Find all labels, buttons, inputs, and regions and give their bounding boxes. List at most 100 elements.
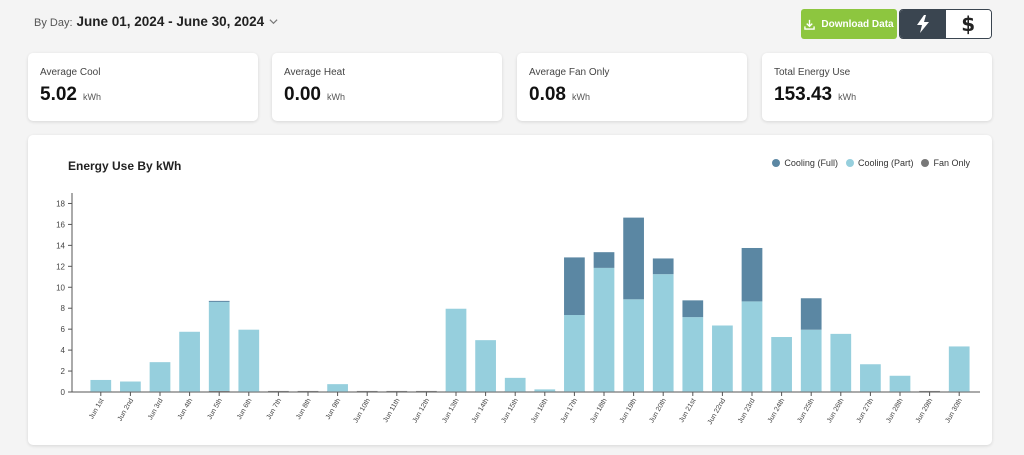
bar-segment — [327, 384, 348, 392]
card-value: 0.08 — [529, 84, 566, 105]
card-title: Average Fan Only — [529, 67, 610, 78]
card-title: Average Cool — [40, 67, 101, 78]
legend-item-cooling-part[interactable]: Cooling (Part) — [845, 158, 914, 168]
card-unit: kWh — [571, 92, 590, 102]
card-unit: kWh — [838, 92, 857, 102]
card-unit: kWh — [82, 92, 101, 102]
x-tick-label: Jun 3rd — [147, 397, 165, 421]
x-tick-label: Jun 2nd — [117, 397, 136, 422]
x-tick-label: Jun 17th — [560, 397, 580, 424]
date-range-label: By Day: — [34, 17, 73, 29]
y-tick-label: 16 — [56, 220, 65, 229]
x-tick-label: Jun 8th — [295, 397, 313, 420]
x-tick-label: Jun 16th — [530, 397, 550, 424]
x-tick-label: Jun 4th — [177, 397, 195, 420]
bar-segment — [504, 377, 526, 392]
x-tick-label: Jun 13th — [441, 397, 461, 424]
bar-segment — [800, 329, 822, 392]
bar-segment — [948, 391, 970, 392]
x-tick-label: Jun 5th — [206, 397, 224, 420]
x-tick-label: Jun 14th — [471, 397, 491, 424]
download-data-button[interactable]: Download Data — [801, 9, 897, 39]
x-tick-label: Jun 11th — [382, 397, 401, 423]
bar-segment — [682, 317, 704, 392]
bar-segment — [475, 391, 496, 392]
bar-segment — [149, 362, 171, 392]
y-tick-label: 6 — [61, 325, 66, 334]
bar-segment — [919, 390, 940, 392]
top-bar: By Day: June 01, 2024 - June 30, 2024 Do… — [0, 0, 1024, 48]
bar-segment — [741, 391, 763, 392]
legend-label: Fan Only — [933, 158, 970, 168]
x-tick-label: Jun 28th — [885, 397, 905, 424]
bar-segment — [356, 390, 378, 392]
bar-segment — [712, 391, 733, 392]
x-tick-label: Jun 30th — [944, 397, 964, 424]
legend-swatch — [772, 159, 781, 167]
x-tick-label: Jun 6th — [236, 397, 254, 420]
date-range-selector[interactable]: By Day: June 01, 2024 - June 30, 2024 — [34, 14, 278, 29]
bar-segment — [208, 300, 230, 302]
x-tick-label: Jun 12th — [412, 397, 432, 424]
chart-legend: Cooling (Full) Cooling (Part) Fan Only — [772, 158, 970, 168]
bar-segment — [297, 390, 319, 392]
average-fan-only-card: Average Fan Only 0.08 kWh — [517, 53, 747, 121]
bar-segment — [771, 337, 792, 392]
x-tick-label: Jun 19th — [619, 397, 639, 424]
bar-segment — [327, 391, 348, 392]
x-tick-label: Jun 9th — [325, 397, 343, 420]
x-tick-label: Jun 24th — [767, 397, 787, 424]
cost-toggle-button[interactable]: $ — [945, 10, 991, 38]
bar-segment — [149, 391, 171, 392]
bar-segment — [120, 381, 141, 392]
bar-segment — [889, 391, 911, 392]
bar-segment — [564, 391, 585, 392]
bar-segment — [386, 390, 408, 392]
x-tick-label: Jun 29th — [915, 397, 935, 424]
y-tick-label: 4 — [61, 346, 66, 355]
bar-segment — [504, 391, 526, 392]
x-tick-label: Jun 15th — [500, 397, 520, 424]
bar-segment — [623, 299, 644, 392]
bar-segment — [830, 333, 852, 392]
total-energy-use-card: Total Energy Use 153.43 kWh — [762, 53, 992, 121]
bar-segment — [564, 315, 585, 392]
legend-label: Cooling (Full) — [784, 158, 838, 168]
unit-toggle: $ — [899, 9, 992, 39]
bar-segment — [652, 258, 674, 275]
energy-bar-chart: 0 2 4 6 8 10 12 14 16 18 Jun 1st Jun 2nd Jun 3rd Jun … — [56, 193, 980, 426]
x-tick-label: Jun 20th — [648, 397, 668, 424]
energy-chart-card: 0 2 4 6 8 10 12 14 16 18 Jun 1st Jun 2nd Jun 3rd Jun … — [28, 135, 992, 445]
x-tick-label: Jun 25th — [796, 397, 816, 424]
bar-segment — [179, 391, 200, 392]
bar-segment — [948, 346, 970, 392]
download-data-label: Download Data — [821, 18, 894, 30]
bar-segment — [741, 301, 763, 392]
average-heat-card: Average Heat 0.00 kWh — [272, 53, 502, 121]
bar-segment — [652, 274, 674, 392]
bar-segment — [593, 391, 615, 392]
legend-swatch — [921, 159, 930, 167]
x-tick-label: Jun 18th — [589, 397, 609, 424]
x-tick-label: Jun 27th — [856, 397, 876, 424]
card-value: 5.02 — [40, 84, 77, 105]
legend-label: Cooling (Part) — [857, 158, 914, 168]
x-tick-label: Jun 1st — [88, 397, 105, 420]
x-tick-label: Jun 21st — [678, 397, 697, 423]
bar-segment — [475, 340, 496, 392]
legend-item-fan-only[interactable]: Fan Only — [921, 158, 970, 168]
lightning-bolt-icon — [916, 15, 929, 33]
date-range-value: June 01, 2024 - June 30, 2024 — [76, 14, 265, 29]
bar-segment — [800, 298, 822, 330]
bar-segment — [238, 329, 260, 392]
bar-segment — [564, 257, 585, 316]
legend-item-cooling-full[interactable]: Cooling (Full) — [772, 158, 838, 168]
card-unit: kWh — [326, 92, 345, 102]
bar-segment — [623, 217, 644, 300]
bar-segment — [741, 247, 763, 302]
energy-toggle-button[interactable] — [900, 10, 946, 38]
bar-segment — [889, 375, 911, 392]
y-tick-label: 18 — [56, 199, 65, 208]
legend-swatch — [845, 159, 854, 167]
card-value: 153.43 — [774, 84, 833, 105]
